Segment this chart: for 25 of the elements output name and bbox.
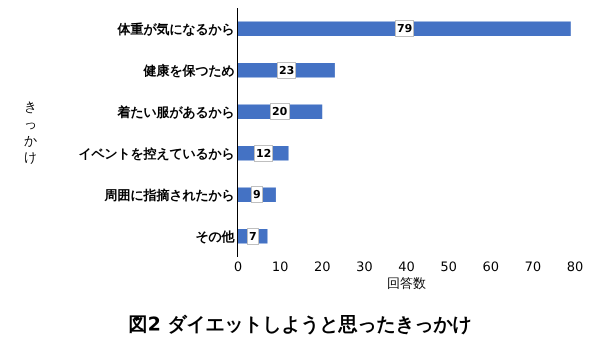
text: 図2 ダイエットしようと思ったきっかけ	[128, 313, 472, 336]
y-tick-label: その他	[195, 230, 236, 245]
x-tick-label: 30	[356, 260, 373, 275]
data-label: 23	[279, 64, 294, 77]
x-tick-label: 80	[566, 260, 584, 275]
x-tick-label: 20	[314, 260, 331, 275]
y-axis-title: きっかけ	[24, 100, 37, 166]
y-tick-label: 体重が気になるから	[116, 21, 234, 38]
x-tick-label: 70	[524, 260, 542, 275]
y-tick-label: 健康を保つため	[142, 62, 234, 79]
data-label: 12	[256, 147, 272, 160]
data-label: 20	[272, 105, 288, 118]
y-tick-label: 周囲に指摘されたから	[103, 187, 234, 204]
data-label: 79	[397, 22, 412, 35]
x-tick-label: 10	[272, 260, 288, 275]
y-tick-label: イベントを控えているから	[78, 146, 234, 162]
data-label: 7	[249, 230, 257, 243]
data-label: 9	[253, 188, 261, 201]
x-tick-label: 50	[440, 260, 457, 275]
bar	[238, 21, 571, 36]
y-tick-label: 着たい服があるから	[116, 104, 234, 120]
x-tick-label: 40	[398, 260, 415, 275]
x-tick-label: 0	[234, 260, 242, 275]
x-tick-label: 60	[482, 260, 500, 275]
x-axis-title: 回答数	[387, 276, 426, 292]
